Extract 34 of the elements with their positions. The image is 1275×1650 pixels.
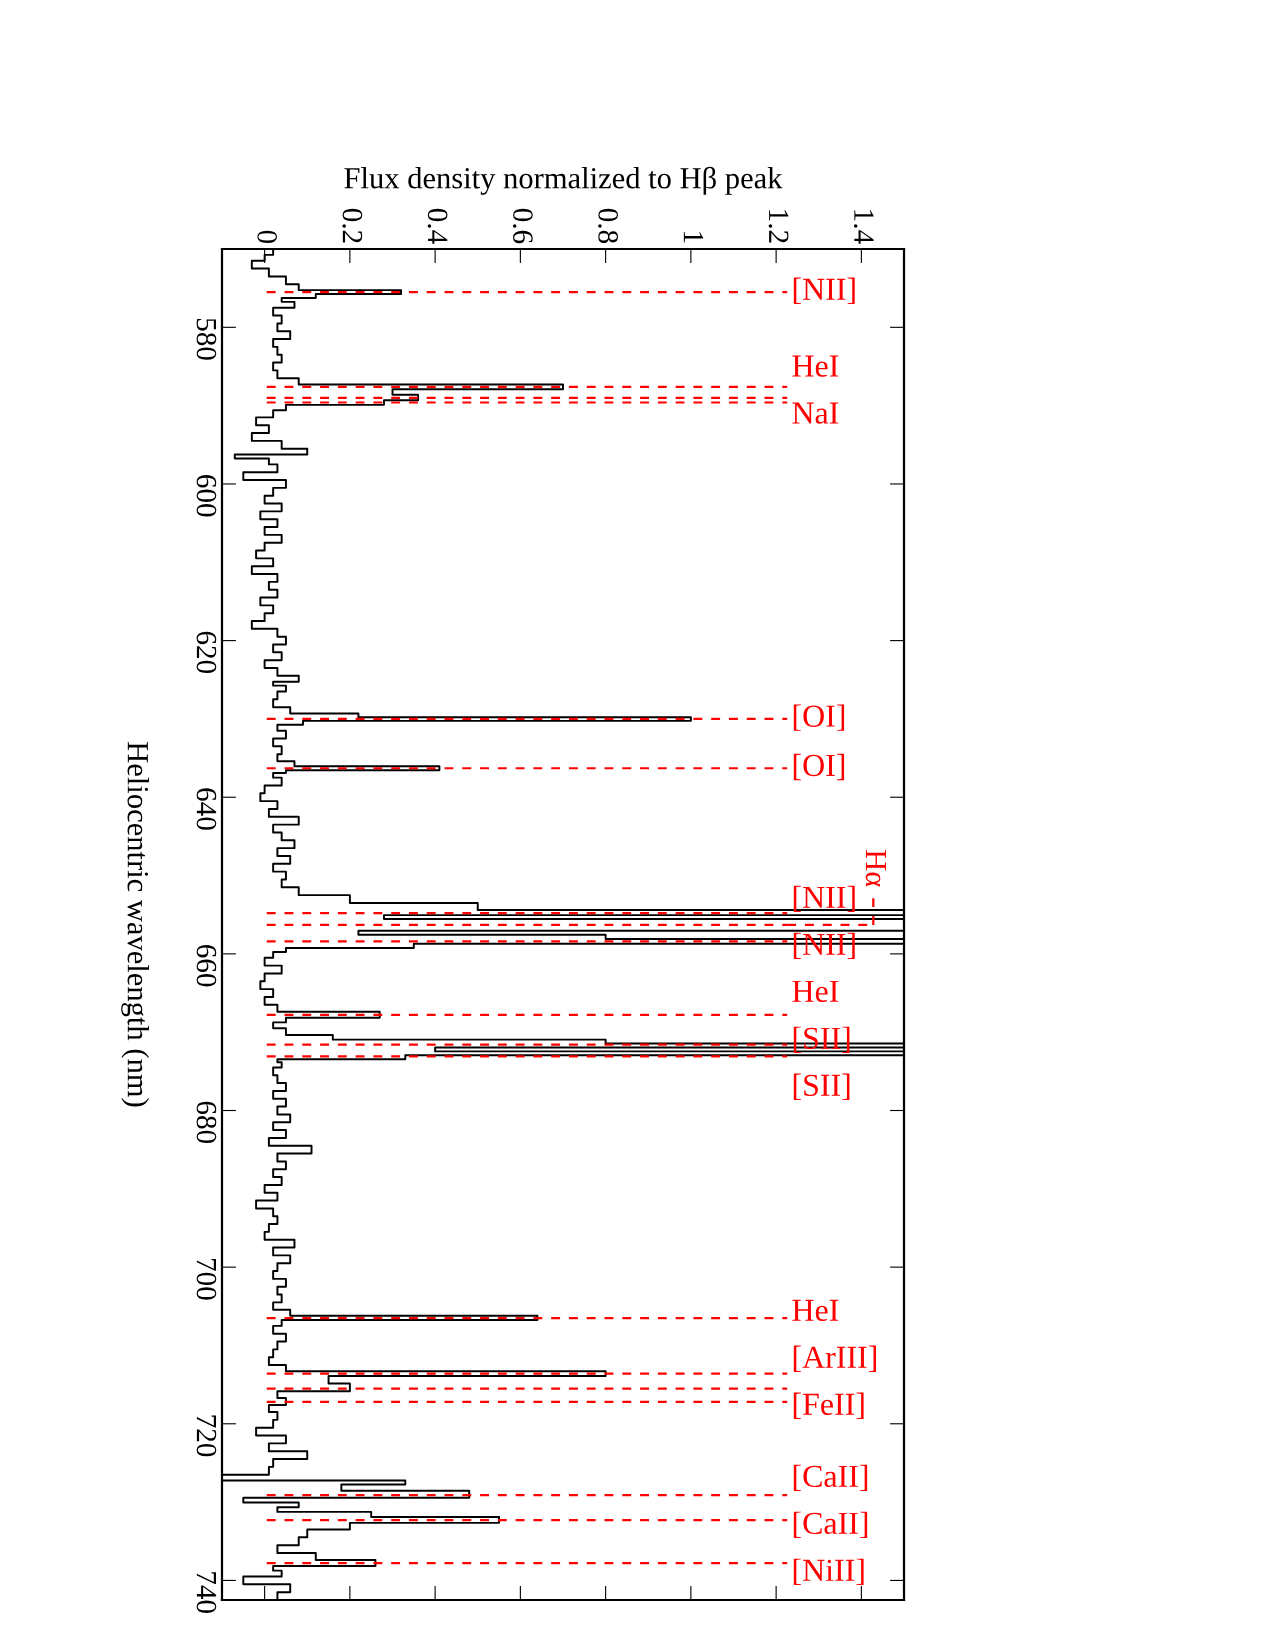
ref-line-label: [CaII] [793, 1511, 868, 1539]
y-tick-label: 740 [196, 1572, 217, 1613]
y-tick-label: 660 [196, 945, 217, 987]
y-tick-label: 700 [196, 1258, 217, 1300]
ref-line-label: [OI] [793, 753, 845, 781]
ref-line-label: [ArIII] [793, 1345, 876, 1373]
y-tick-label: 720 [196, 1415, 217, 1457]
ref-line-label: HeI [792, 1299, 839, 1322]
x-tick-label: 0.8 [598, 208, 619, 244]
y-tick-label: 680 [196, 1101, 217, 1144]
ref-line-label: [CaII] [793, 1464, 868, 1492]
x-axis-title: Flux density normalized to Hβ peak [344, 166, 783, 195]
x-tick-label: 0.4 [427, 208, 448, 244]
x-tick-label: 0 [257, 230, 278, 244]
y-tick-label: 640 [196, 788, 217, 830]
ref-line-label: HeI [792, 355, 839, 377]
y-tick-label: 600 [196, 475, 217, 517]
x-tick-label: 1 [683, 232, 704, 243]
ref-line-label: [NII] [793, 277, 855, 305]
ref-line-label: [OI] [793, 704, 845, 731]
x-tick-label: 0.2 [342, 208, 363, 243]
ref-line-label: Hα [865, 850, 886, 887]
x-tick-label: 1.2 [768, 210, 789, 243]
ref-line-label: [NiII] [793, 1558, 864, 1586]
x-tick-label: 0.6 [512, 208, 533, 244]
ref-line-label: HeI [792, 980, 839, 1003]
x-tick-label: 1.4 [853, 210, 874, 244]
ref-line-label: NaI [792, 402, 839, 424]
y-tick-label: 620 [196, 631, 217, 674]
y-axis-title: Heliocentric wavelength (nm) [121, 742, 150, 1107]
ref-line-label: [NII] [793, 885, 855, 913]
y-tick-label: 580 [196, 318, 217, 360]
ref-line-label: [SII] [793, 1073, 850, 1101]
ref-line-label: [FeII] [793, 1392, 864, 1420]
